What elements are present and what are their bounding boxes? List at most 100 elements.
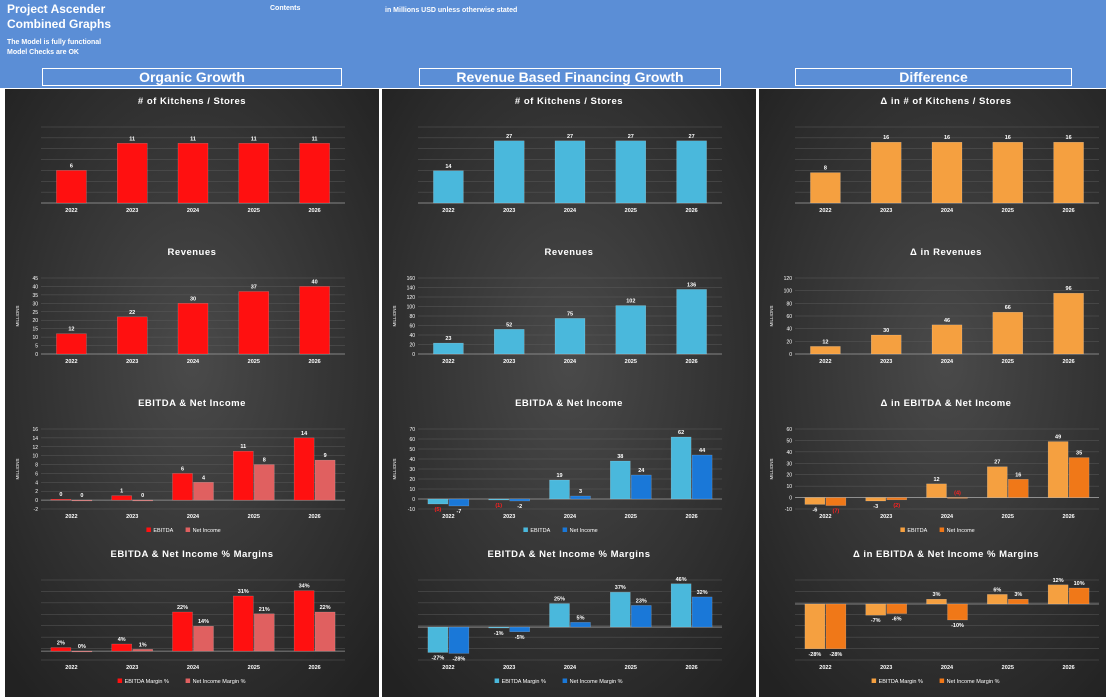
bar [554,140,586,204]
data-label: 0 [141,493,144,499]
data-label: -5% [515,635,525,641]
y-tick-label: 40 [786,450,792,456]
y-tick-label: 30 [409,467,415,473]
bar [488,626,509,629]
bar [992,311,1024,355]
x-tick-label: 2024 [564,208,577,214]
y-tick-label: 25 [32,310,38,316]
x-tick-label: 2023 [126,359,138,365]
x-tick-label: 2023 [503,208,515,214]
x-tick-label: 2022 [65,359,77,365]
chart-title: EBITDA & Net Income % Margins [110,549,273,560]
data-label: 24 [638,468,645,474]
data-label: 8 [263,458,266,464]
legend-swatch [900,527,905,532]
y-tick-label: 4 [35,480,38,486]
data-label: 6 [181,466,184,472]
x-tick-label: 2023 [880,359,892,365]
data-label: 0 [80,493,83,499]
y-tick-label: 0 [789,352,792,358]
data-label: 10% [1074,581,1085,587]
data-label: 11 [129,136,135,142]
data-label: 32% [697,590,708,596]
y-tick-label: -2 [34,507,39,513]
bar [293,437,315,501]
bar [238,143,270,204]
data-label: (4) [954,491,961,497]
x-tick-label: 2022 [442,514,454,520]
x-tick-label: 2026 [308,514,320,520]
bar [631,474,652,500]
y-tick-label: 40 [409,457,415,463]
bar [488,498,509,501]
bar [804,497,826,505]
bar [610,592,631,628]
y-tick-label: 14 [32,436,38,442]
y-tick-label: 20 [786,473,792,479]
y-tick-label: 70 [409,427,415,433]
data-label: 46% [676,577,687,583]
bar [509,626,530,632]
y-tick-label: 140 [407,286,416,292]
y-axis-label: MILLIONS [392,305,397,326]
x-tick-label: 2024 [941,208,954,214]
bar [610,460,631,500]
bar [1047,441,1069,498]
data-label: 21% [259,607,270,613]
y-tick-label: 60 [786,314,792,320]
y-tick-label: -10 [408,507,415,513]
bar [810,172,841,204]
contents-link[interactable]: Contents [270,5,301,12]
x-tick-label: 2025 [248,208,260,214]
y-tick-label: 40 [786,327,792,333]
chart-title: # of Kitchens / Stores [138,96,246,107]
x-tick-label: 2026 [308,665,320,671]
data-label: 11 [312,136,318,142]
x-tick-label: 2023 [503,359,515,365]
y-tick-label: 10 [409,487,415,493]
bar [1068,587,1090,605]
x-tick-label: 2023 [503,514,515,520]
x-tick-label: 2024 [187,359,200,365]
x-tick-label: 2026 [1062,514,1074,520]
difference-panel: Δ in # of Kitchens / Stores 8 2022 16 2023 16… [759,89,1106,697]
bar [1008,479,1029,498]
data-label: 27 [689,134,695,140]
data-label: 22% [320,605,331,611]
section-title-difference: Difference [795,68,1072,86]
y-tick-label: 30 [32,301,38,307]
bar [177,143,209,204]
x-tick-label: 2026 [1062,208,1074,214]
x-tick-label: 2024 [187,208,200,214]
x-tick-label: 2022 [65,514,77,520]
y-tick-label: 120 [407,295,416,301]
data-label: 12 [822,339,828,345]
y-tick-label: 120 [784,276,793,282]
bar [570,622,591,628]
chart-2: EBITDA & Net Income-20246810121416MILLIO… [15,398,345,534]
data-label: -7% [871,618,881,624]
bar [987,594,1008,605]
y-tick-label: 16 [32,427,38,433]
project-title: Project Ascender [7,2,106,16]
data-label: 52 [506,322,512,328]
bar [886,603,907,614]
units-note: in Millions USD unless otherwise stated [385,7,518,14]
data-label: 11 [190,136,196,142]
bar [549,479,570,500]
data-label: -27% [431,655,444,661]
data-label: 22% [177,605,188,611]
bar [870,334,902,355]
x-tick-label: 2024 [187,514,200,520]
data-label: 4% [118,637,126,643]
bar [254,613,275,652]
data-label: 40 [312,279,318,285]
bar [433,170,464,204]
bar [1053,142,1084,204]
y-tick-label: 12 [32,445,38,451]
bar [1053,293,1084,355]
y-tick-label: 20 [786,339,792,345]
bar [427,498,449,505]
bar [132,649,153,652]
y-tick-label: 100 [407,305,416,311]
